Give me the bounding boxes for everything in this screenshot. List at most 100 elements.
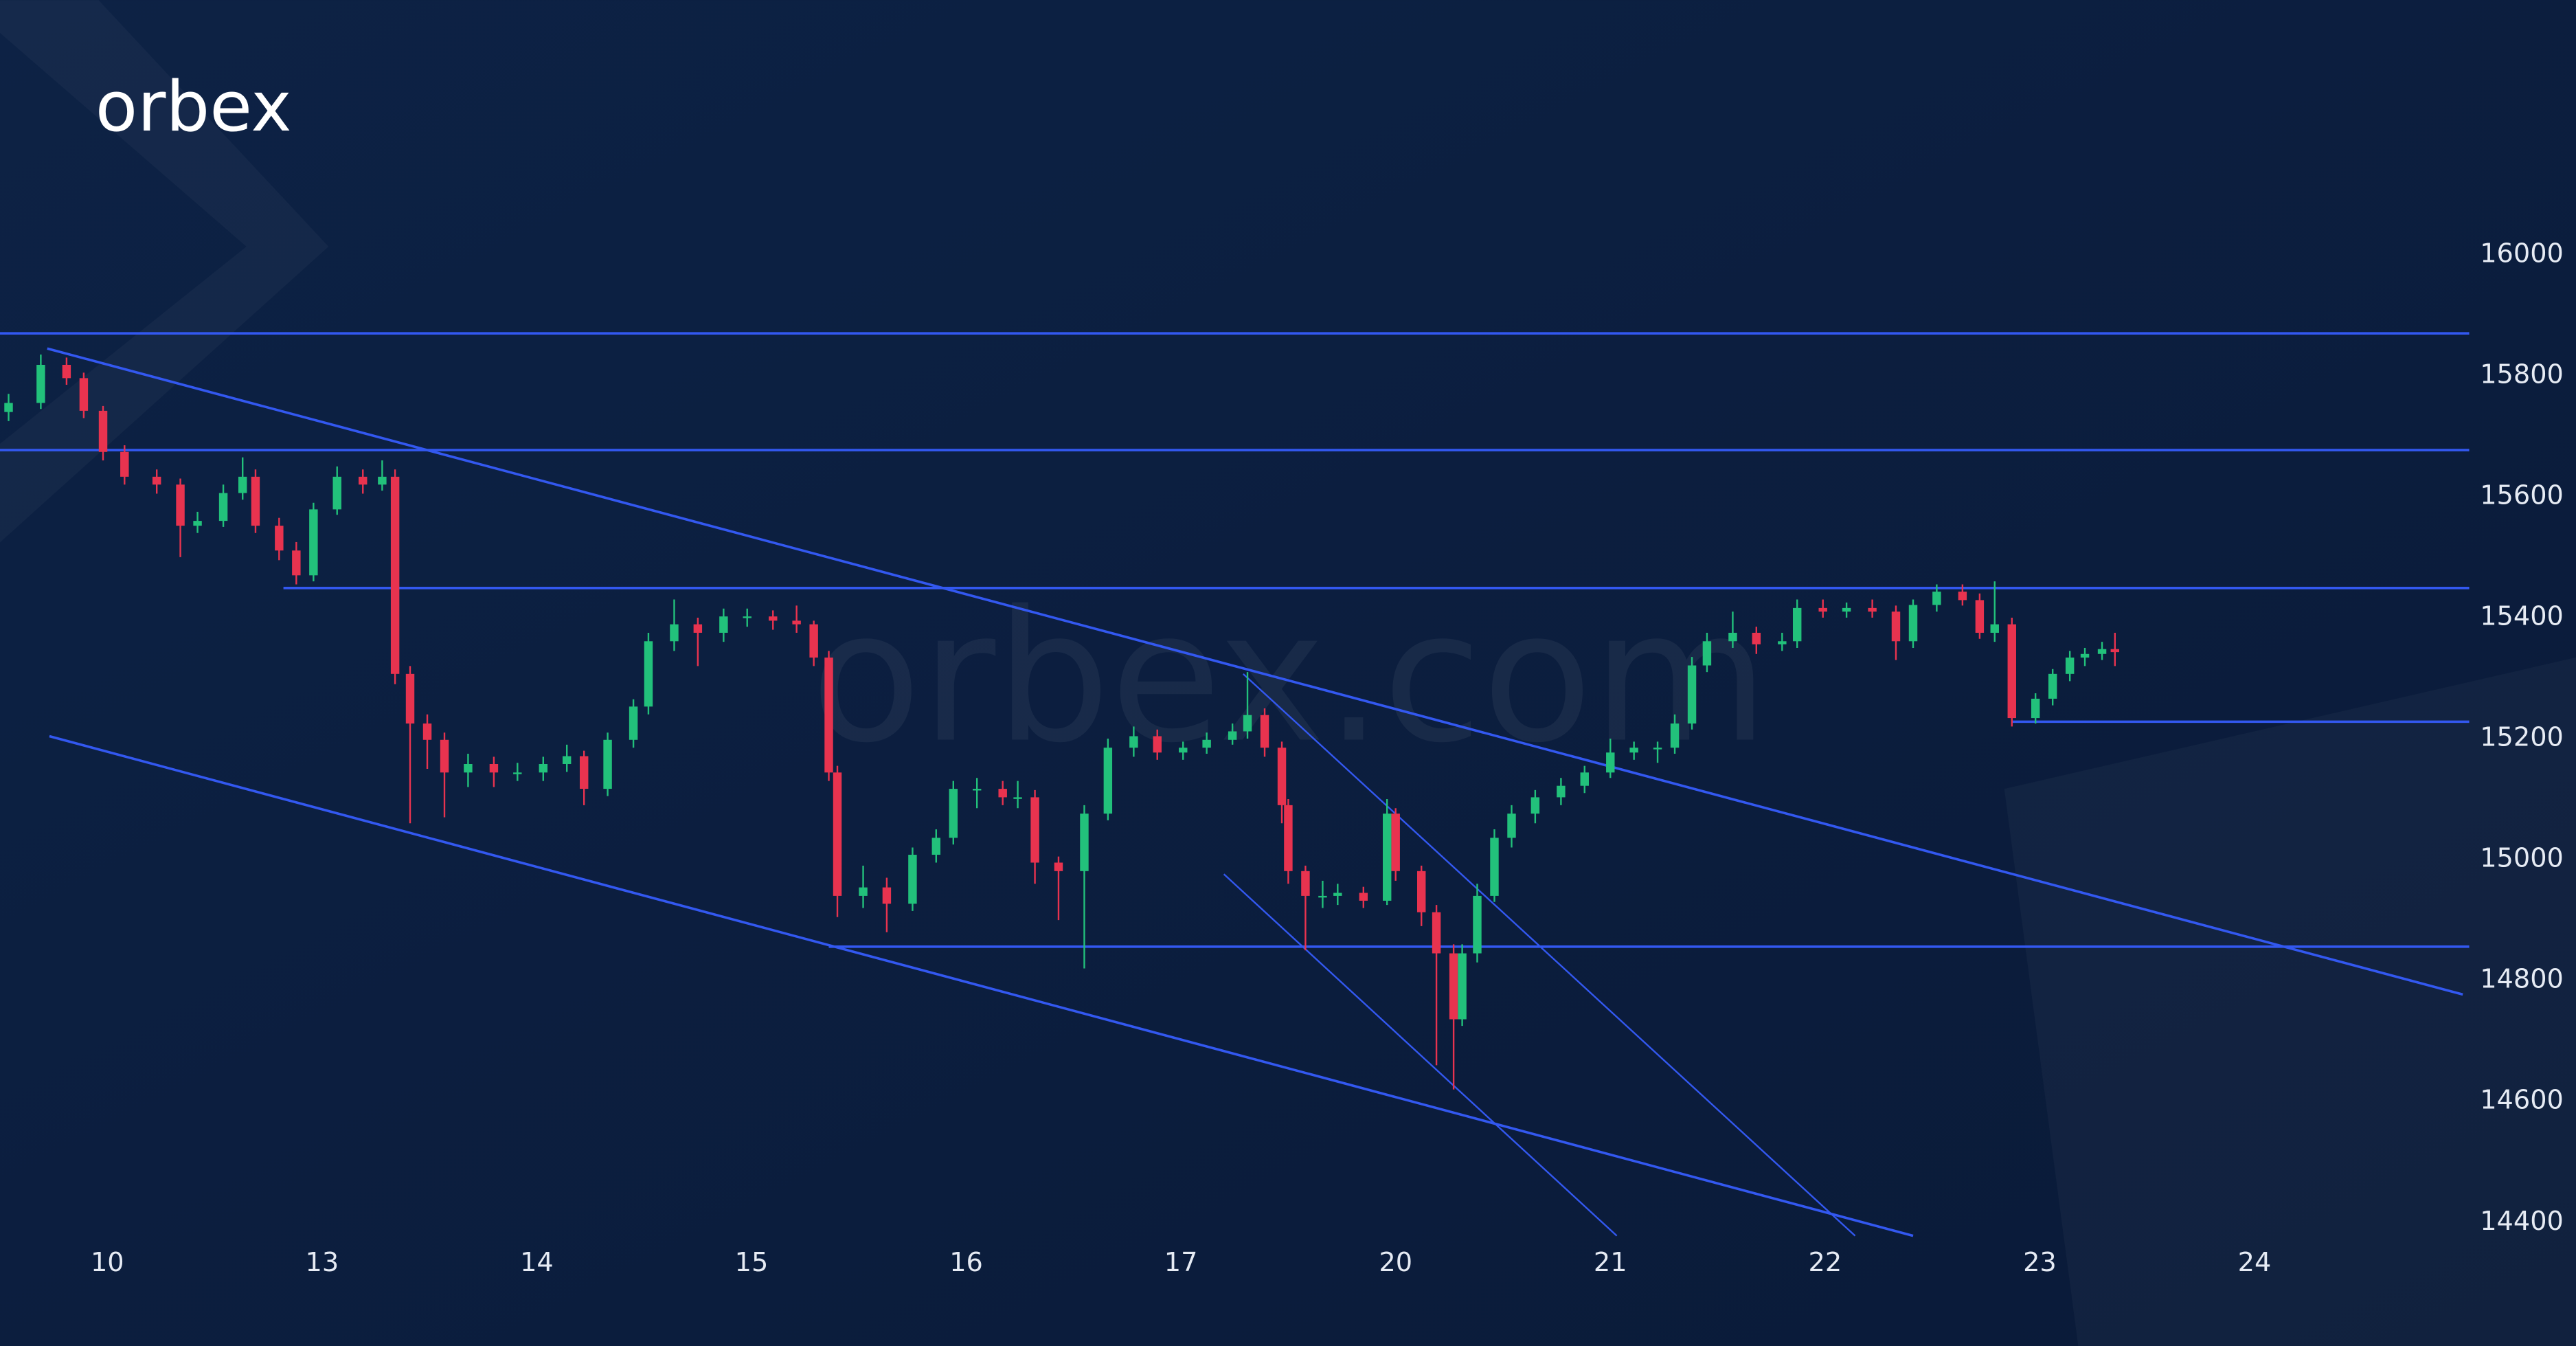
- y-tick-label: 16000: [2480, 238, 2564, 269]
- candle-body: [1580, 772, 1589, 786]
- candle-body: [1243, 715, 1252, 732]
- candle-body: [1013, 797, 1022, 799]
- y-tick-label: 14800: [2480, 964, 2564, 995]
- candle-body: [579, 756, 589, 789]
- candle-body: [98, 410, 108, 452]
- candle-body: [1606, 752, 1615, 773]
- x-tick-label: 15: [735, 1247, 769, 1278]
- candle-body: [1432, 912, 1441, 954]
- candle-body: [539, 763, 548, 773]
- candle-body: [1653, 748, 1662, 750]
- candle-body: [309, 509, 318, 576]
- candle-body: [2080, 653, 2090, 658]
- y-tick-label: 15000: [2480, 843, 2564, 874]
- candle-body: [1391, 814, 1400, 871]
- candle-body: [464, 763, 473, 773]
- candle-body: [1687, 665, 1697, 724]
- candle-body: [378, 476, 387, 485]
- candle-body: [792, 620, 801, 625]
- candle-body: [152, 476, 161, 485]
- candle-body: [1868, 607, 1877, 612]
- x-tick-label: 10: [91, 1247, 124, 1278]
- trend-line: [49, 734, 1914, 1237]
- candle-body: [275, 526, 284, 551]
- candle-body: [1932, 592, 1941, 605]
- candle-body: [693, 624, 703, 633]
- candle-body: [332, 476, 341, 510]
- candle-body: [1260, 715, 1269, 748]
- candle-body: [1129, 736, 1138, 748]
- candle-body: [1778, 641, 1787, 644]
- candle-body: [2097, 649, 2107, 654]
- candle-body: [824, 658, 833, 773]
- candle-body: [1416, 871, 1426, 912]
- candle-body: [4, 403, 13, 412]
- candle-body: [2110, 649, 2120, 653]
- candle-body: [1530, 797, 1540, 814]
- trend-line: [47, 347, 2463, 996]
- candle-body: [1507, 814, 1516, 838]
- y-tick-label: 14400: [2480, 1206, 2564, 1237]
- candle-body: [176, 484, 185, 526]
- candle-body: [629, 706, 638, 740]
- x-tick-label: 13: [306, 1247, 339, 1278]
- trend-line: [1223, 873, 1618, 1237]
- candle-body: [1179, 748, 1188, 753]
- y-tick-label: 14600: [2480, 1085, 2564, 1116]
- candle-body: [513, 772, 522, 774]
- candle-body: [1382, 814, 1392, 901]
- candle-body: [719, 616, 728, 633]
- candle-body: [859, 887, 868, 896]
- candle-body: [1670, 724, 1680, 748]
- x-tick-label: 20: [1379, 1247, 1412, 1278]
- candle-body: [562, 756, 572, 764]
- candle-body: [440, 739, 449, 773]
- trend-line: [1242, 673, 1856, 1237]
- candle-body: [670, 624, 679, 642]
- candle-body: [405, 673, 415, 724]
- candle-body: [1891, 612, 1901, 642]
- candle-body: [882, 887, 892, 904]
- candle-body: [833, 772, 842, 896]
- candle-body: [1103, 748, 1113, 814]
- candle-body: [1202, 739, 1211, 748]
- candle-body: [1333, 893, 1342, 896]
- y-tick-label: 15200: [2480, 722, 2564, 753]
- candle-body: [1842, 607, 1851, 612]
- candle-body: [1557, 785, 1566, 798]
- candle-body: [603, 739, 612, 789]
- y-tick-label: 15800: [2480, 359, 2564, 390]
- candle-body: [1490, 838, 1499, 896]
- candle-body: [292, 550, 301, 576]
- logo: orbex: [95, 67, 292, 147]
- candle-body: [1975, 600, 1985, 633]
- candle-body: [931, 838, 941, 855]
- candle-body: [1958, 592, 1967, 601]
- candle-body: [1030, 797, 1039, 863]
- candle-body: [218, 493, 228, 521]
- candle-body: [390, 476, 400, 674]
- candle-body: [193, 521, 202, 526]
- candle-body: [1301, 871, 1310, 896]
- candle-body: [1792, 607, 1802, 642]
- candle-body: [1473, 895, 1482, 954]
- x-tick-label: 21: [1594, 1247, 1627, 1278]
- candle-body: [949, 789, 958, 838]
- x-tick-label: 23: [2023, 1247, 2057, 1278]
- candle-body: [1318, 895, 1327, 898]
- candle-body: [1818, 607, 1827, 612]
- candle-body: [1990, 624, 1999, 633]
- candle-body: [1702, 641, 1712, 666]
- x-tick-label: 14: [520, 1247, 554, 1278]
- candle-body: [1629, 748, 1638, 753]
- candle-body: [1153, 736, 1162, 753]
- candle-body: [644, 641, 653, 707]
- candle-body: [1908, 605, 1918, 642]
- candle-body: [251, 476, 260, 526]
- candle-body: [79, 378, 89, 411]
- candle-body: [908, 855, 917, 904]
- candle-body: [62, 364, 71, 379]
